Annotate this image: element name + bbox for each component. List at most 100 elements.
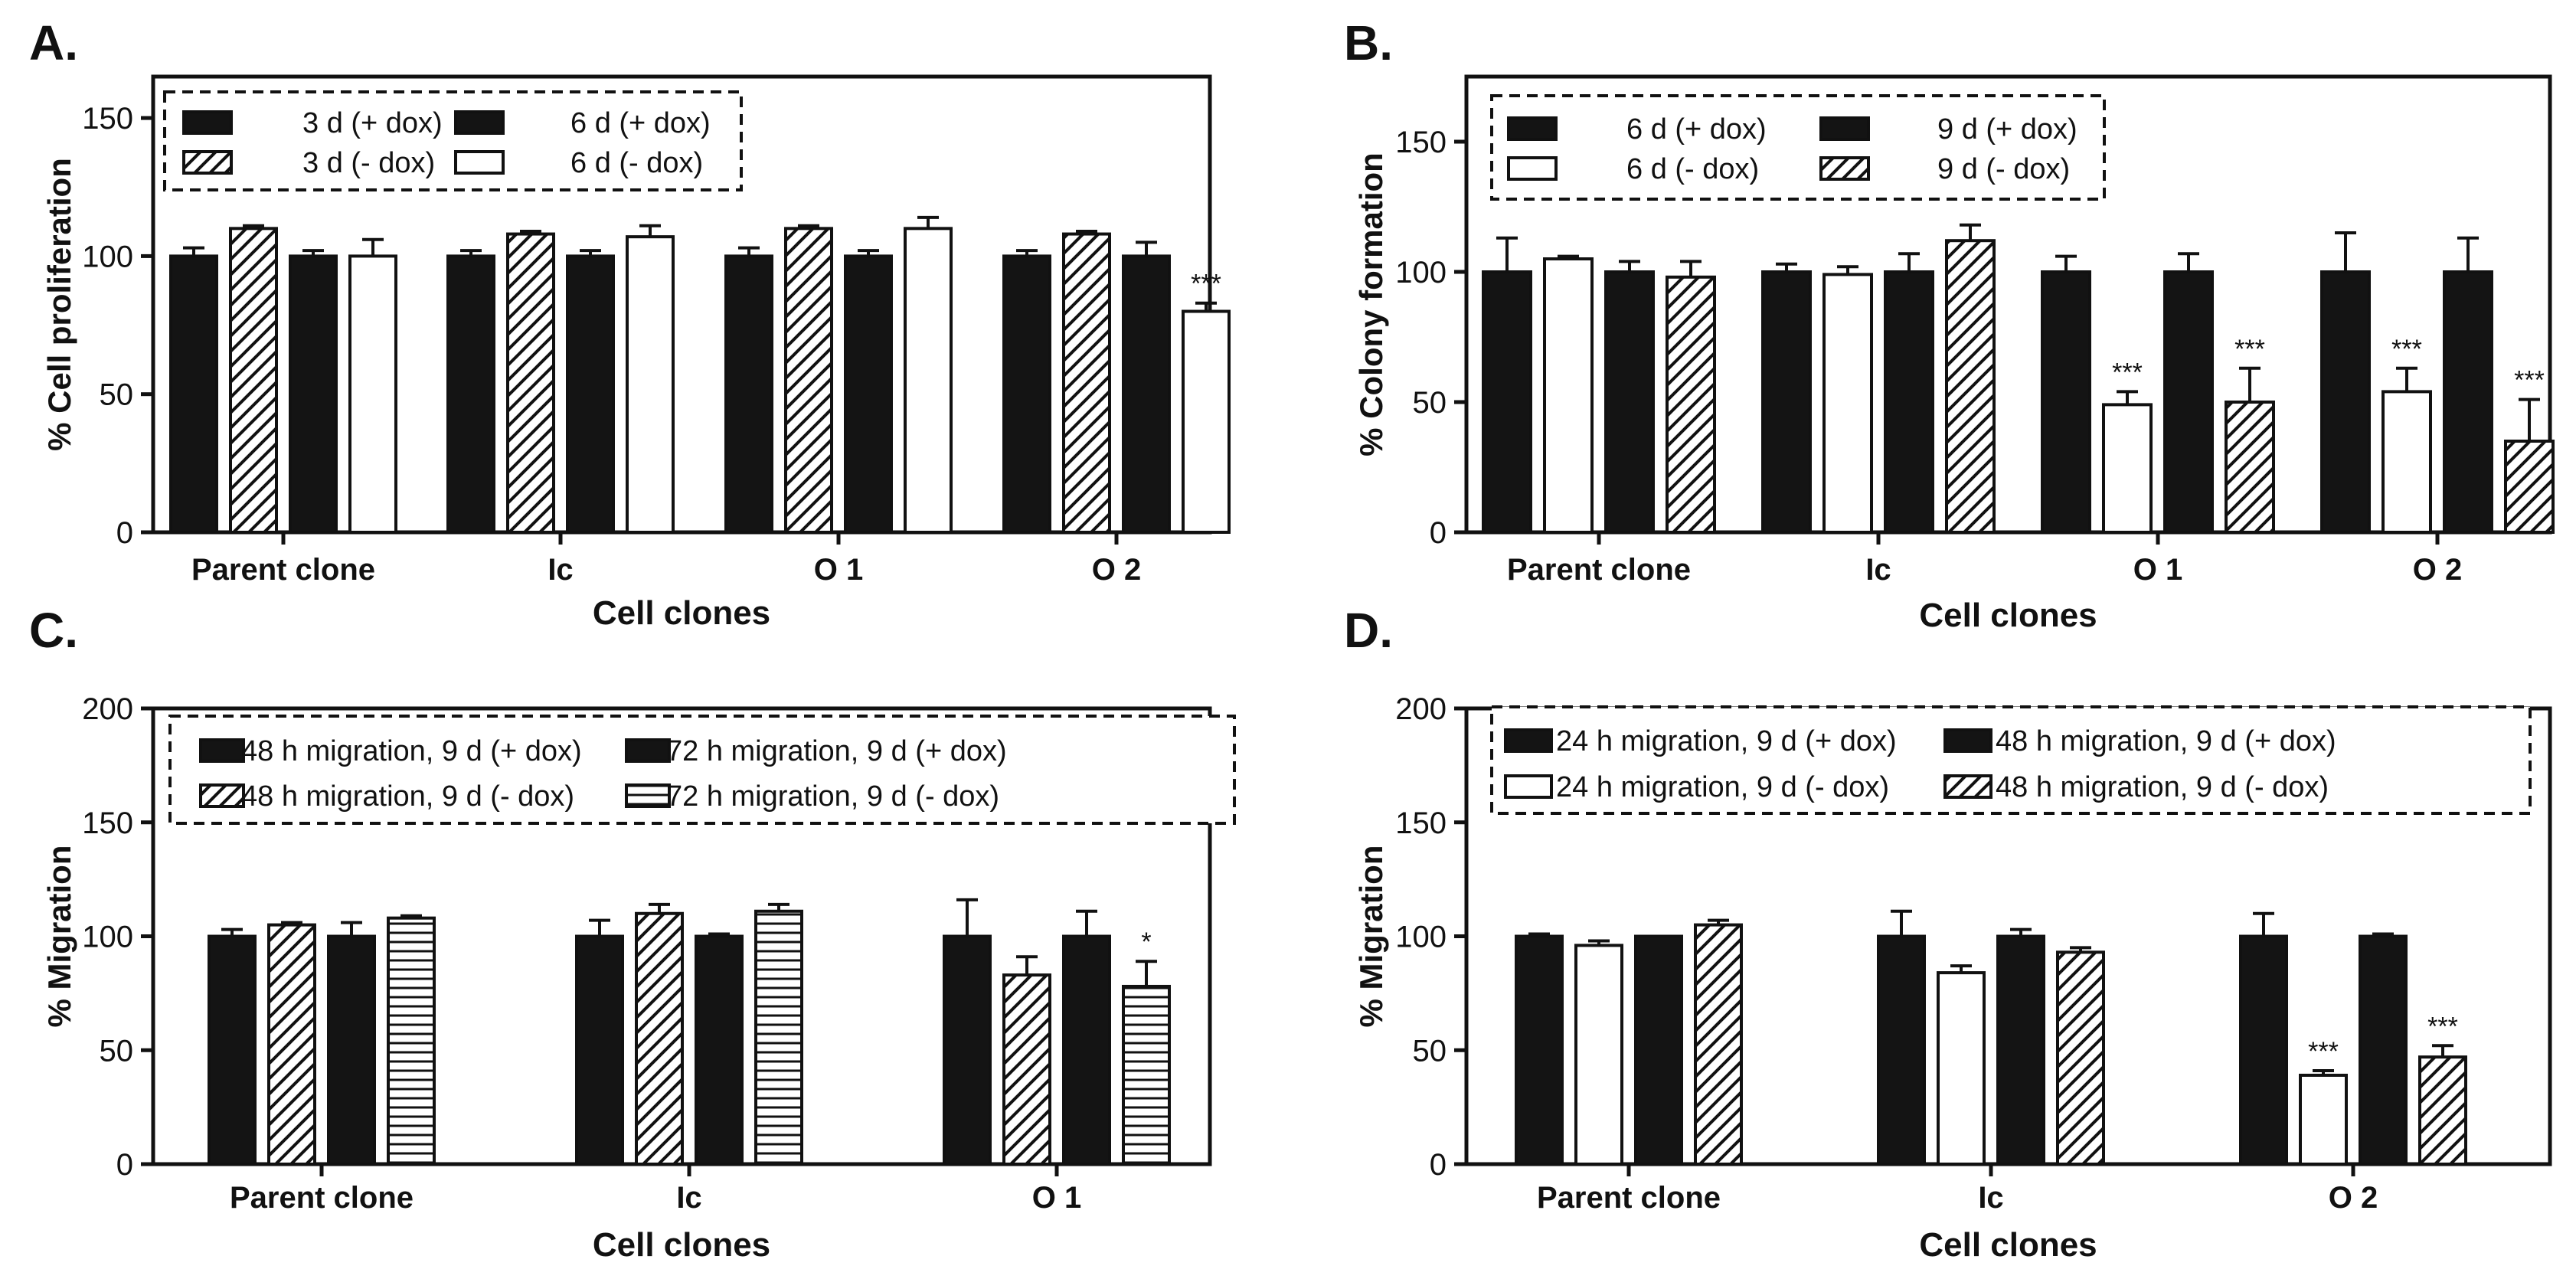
y-tick-label: 50	[1413, 1034, 1447, 1068]
y-tick-label: 0	[116, 516, 133, 550]
bar	[446, 254, 495, 534]
significance-marker: ***	[2308, 1037, 2339, 1066]
x-tick-label: Ic	[1978, 1181, 2003, 1215]
y-tick-label: 0	[1430, 1148, 1447, 1182]
legend-swatch	[454, 110, 505, 135]
y-tick-label: 150	[82, 806, 133, 840]
x-tick-label: Parent clone	[1537, 1181, 1721, 1215]
legend-box	[168, 715, 1236, 825]
bar	[2299, 1073, 2348, 1166]
legend-swatch	[182, 150, 233, 175]
bar	[1122, 254, 1171, 534]
bar	[754, 909, 803, 1166]
x-tick-label: O 2	[1092, 553, 1141, 587]
bar	[506, 232, 555, 534]
x-tick-label: Parent clone	[191, 553, 375, 587]
x-axis-title: Cell clones	[1919, 597, 2097, 634]
bar	[1482, 270, 1532, 534]
legend-box	[163, 90, 743, 191]
y-tick-label: 100	[1395, 921, 1447, 954]
bar	[1574, 944, 1623, 1166]
bar	[1877, 934, 1926, 1166]
bar	[635, 911, 684, 1166]
legend-box	[1490, 94, 2106, 201]
x-axis-title: Cell clones	[1919, 1226, 2097, 1264]
x-tick-label: O 1	[1032, 1181, 1081, 1215]
panel-letter: B.	[1344, 15, 1393, 70]
bar	[1666, 275, 1716, 534]
y-tick-label: 200	[82, 692, 133, 726]
bar	[943, 934, 992, 1166]
legend-label: 72 h migration, 9 d (+ dox)	[666, 735, 1007, 767]
y-tick-label: 150	[1395, 806, 1447, 840]
legend-label: 48 h migration, 9 d (- dox)	[1996, 771, 2329, 803]
x-tick-label: Parent clone	[230, 1181, 414, 1215]
bar	[2381, 390, 2432, 534]
bar	[1634, 934, 1683, 1166]
bar	[575, 934, 624, 1166]
y-tick-label: 0	[116, 1148, 133, 1182]
y-tick-label: 100	[82, 921, 133, 954]
x-tick-label: O 1	[814, 553, 863, 587]
y-tick-label: 100	[82, 240, 133, 273]
x-tick-label: Ic	[676, 1181, 701, 1215]
y-axis-title: % Colony formation	[1353, 152, 1389, 456]
chart-panel-a: A. 0 50 100 150% Cell proliferation Cell clon…	[29, 15, 1231, 632]
y-tick-label: 100	[1395, 256, 1447, 289]
legend-label: 48 h migration, 9 d (+ dox)	[241, 735, 582, 767]
legend-label: 3 d (+ dox)	[302, 107, 443, 139]
x-tick-label: Ic	[548, 553, 573, 587]
legend-swatch	[1507, 116, 1558, 141]
legend-label: 9 d (+ dox)	[1937, 113, 2077, 146]
legend-swatch	[1819, 156, 1870, 181]
plot-frame	[1464, 74, 2552, 535]
y-axis-title: % Migration	[1353, 846, 1389, 1028]
panel-letter: D.	[1344, 603, 1393, 658]
legend-label: 6 d (+ dox)	[570, 107, 711, 139]
y-tick-label: 150	[82, 102, 133, 136]
y-axis-title: % Cell proliferation	[41, 158, 77, 451]
legend-label: 24 h migration, 9 d (- dox)	[1556, 771, 1889, 803]
significance-marker: ***	[2112, 358, 2143, 387]
bar	[1996, 934, 2045, 1166]
x-tick-label: O 2	[2413, 553, 2462, 587]
y-tick-label: 50	[100, 1034, 134, 1068]
bar	[566, 254, 615, 534]
bar	[626, 235, 675, 534]
bar	[229, 227, 278, 534]
legend-label: 48 h migration, 9 d (- dox)	[241, 780, 574, 813]
chart-panel-b: B. 0 50 100 150% Colony formation Cell clones…	[1344, 15, 2555, 634]
panel-letter: A.	[29, 15, 78, 70]
panel-letter: C.	[29, 603, 78, 658]
bar	[1062, 232, 1111, 534]
significance-marker: ***	[2234, 335, 2265, 364]
bar	[387, 916, 436, 1166]
bar	[1122, 984, 1171, 1166]
legend-swatch	[1943, 774, 1992, 799]
x-axis-title: Cell clones	[593, 594, 770, 632]
bar	[2239, 934, 2288, 1166]
legend-label: 24 h migration, 9 d (+ dox)	[1556, 725, 1897, 757]
legend-swatch	[1504, 774, 1553, 799]
bar	[289, 254, 338, 534]
bar	[1937, 971, 1986, 1166]
legend-label: 9 d (- dox)	[1937, 153, 2070, 185]
bar	[2163, 270, 2214, 534]
chart-panel-c: C. 0 50 100 150 200 % Migration Cell clones Pare…	[29, 603, 1236, 1264]
x-tick-label: O 1	[2133, 553, 2182, 587]
bar	[1884, 270, 1934, 534]
legend-swatch	[454, 150, 505, 175]
legend-label: 48 h migration, 9 d (+ dox)	[1996, 725, 2336, 757]
bar	[348, 254, 397, 534]
x-tick-label: O 2	[2329, 1181, 2378, 1215]
legend-label: 6 d (- dox)	[570, 147, 703, 179]
legend-label: 6 d (+ dox)	[1626, 113, 1767, 146]
bar	[1515, 934, 1564, 1166]
legend-label: 6 d (- dox)	[1626, 153, 1759, 185]
bar	[844, 254, 893, 534]
bar	[724, 254, 773, 534]
legend-swatch	[625, 738, 671, 763]
y-tick-label: 0	[1430, 516, 1447, 550]
bar	[169, 254, 218, 534]
